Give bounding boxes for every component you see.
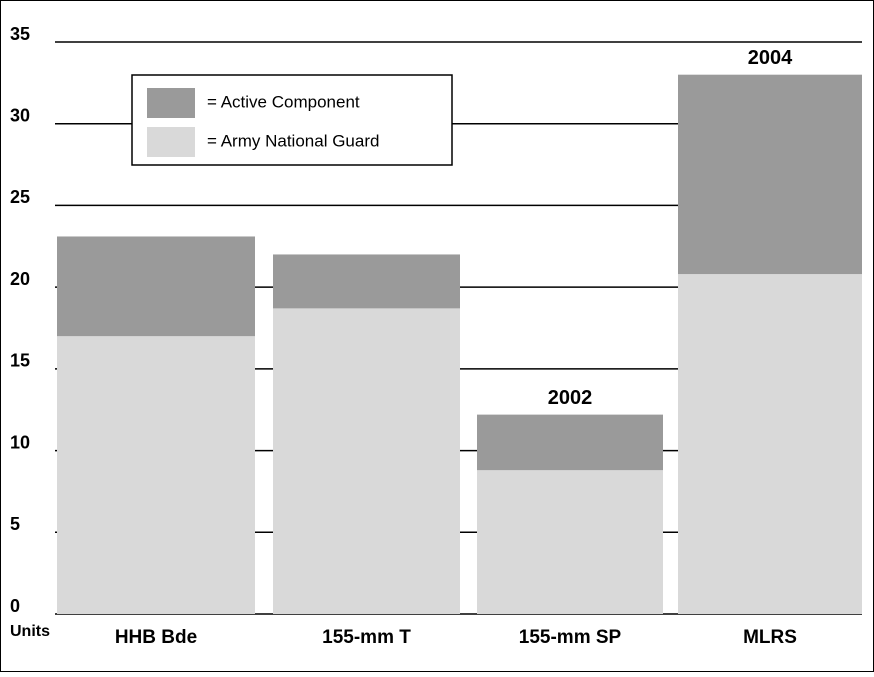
- bar-segment: [477, 470, 663, 614]
- x-tick-label: 155-mm T: [322, 627, 411, 648]
- bar-segment: [678, 274, 862, 614]
- y-tick-label: 5: [10, 514, 20, 534]
- bar-segment: [477, 415, 663, 471]
- y-tick-label: 20: [10, 269, 30, 289]
- legend-label: = Army National Guard: [207, 131, 379, 150]
- y-tick-label: 0: [10, 596, 20, 616]
- bar-segment: [57, 236, 255, 336]
- y-tick-label: 15: [10, 351, 30, 371]
- y-axis-label: Units: [10, 623, 50, 640]
- bar-segment: [273, 308, 460, 614]
- annotation: 2002: [548, 387, 593, 409]
- legend-label: = Active Component: [207, 92, 360, 111]
- y-tick-label: 35: [10, 24, 30, 44]
- y-tick-label: 10: [10, 432, 30, 452]
- legend-swatch: [147, 127, 195, 157]
- y-tick-label: 25: [10, 187, 30, 207]
- bar-segment: [678, 75, 862, 274]
- annotation: 2004: [748, 47, 793, 69]
- x-tick-label: 155-mm SP: [519, 627, 622, 648]
- x-tick-label: HHB Bde: [115, 627, 197, 648]
- chart: Units 0 5 10 15 20 25 30 35 HHB Bde 155-mm T 155-m…: [0, 0, 874, 672]
- bar-segment: [57, 336, 255, 614]
- x-tick-label: MLRS: [743, 627, 797, 648]
- y-tick-label: 30: [10, 105, 30, 125]
- legend-swatch: [147, 88, 195, 118]
- bar-segment: [273, 254, 460, 308]
